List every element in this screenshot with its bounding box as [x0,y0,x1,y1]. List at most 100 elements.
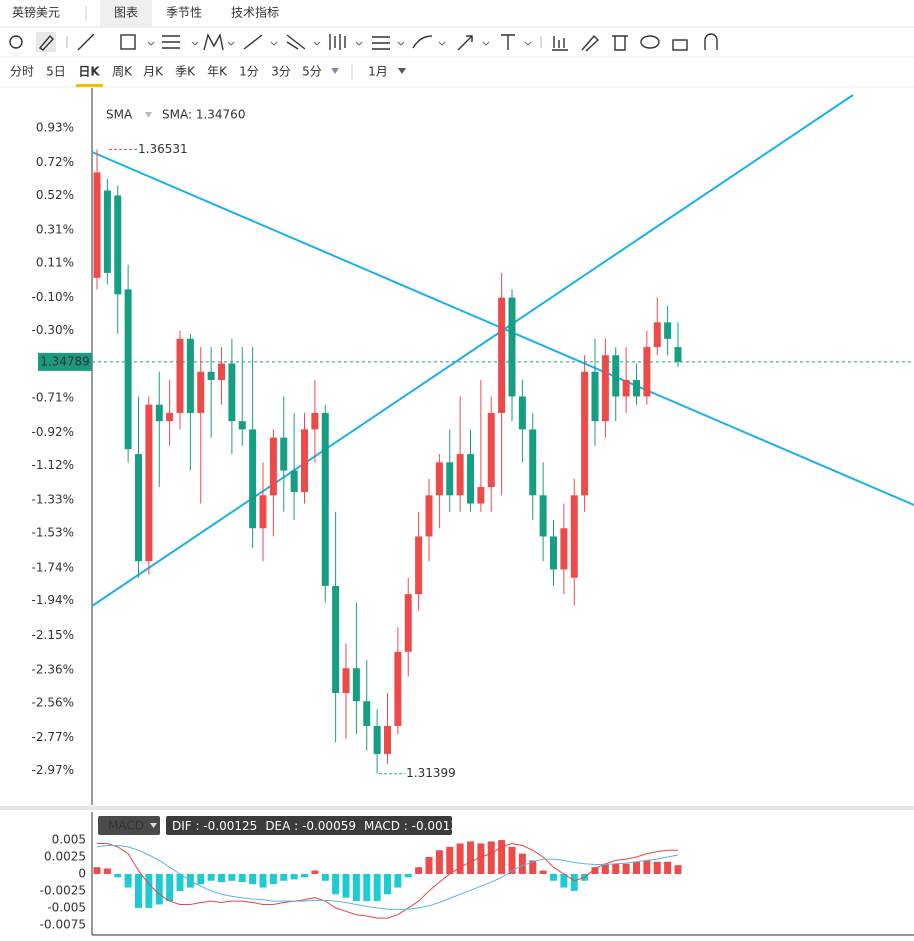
macd-bar [166,873,174,902]
active-underline [76,84,103,87]
icon[interactable] [9,35,23,49]
candle-body [93,172,101,278]
candle-body [166,412,174,422]
macd-bar [342,873,350,898]
icon[interactable] [77,33,95,51]
macd-bar [508,846,516,874]
timeframe[interactable]: 分时 [10,65,34,79]
macd-bar [269,873,277,885]
icon[interactable] [203,32,224,51]
macd-bar [103,868,111,874]
macd-bar [321,873,329,881]
macd-bar [622,863,630,874]
candle-body [539,495,547,537]
icon[interactable] [640,35,660,49]
macd-bar [394,873,402,888]
y-tick-label: -1.74% [32,560,74,574]
macd-bar [207,873,215,881]
candle-body [321,412,329,586]
macd-bar [456,843,464,874]
candle-body [477,487,485,504]
icon[interactable] [38,34,54,51]
candle-body [342,668,350,693]
active-tab-bg [100,0,152,27]
tab[interactable]: 图表 [114,6,138,20]
icon[interactable] [612,35,628,51]
timeframe[interactable]: 年K [207,65,228,79]
macd-bar [93,867,101,874]
range[interactable]: 1月 [368,65,388,79]
icon[interactable] [412,35,433,49]
icon[interactable] [120,34,136,50]
timeframe[interactable]: 季K [175,65,196,79]
dropdown-arrow [150,823,157,828]
y-tick-label: 0 [78,866,86,880]
candle-body [425,495,433,537]
price-label: 1.34789 [40,354,90,368]
icon[interactable] [457,35,473,51]
candle-body [373,725,381,754]
macd-bar [591,867,599,874]
macd-bar [280,873,288,881]
candle-body [550,536,557,570]
y-tick-label: -0.92% [32,425,74,439]
macd-bar [238,873,246,883]
dropdown-arrow [398,68,406,74]
candle-body [446,462,454,496]
icon[interactable] [672,39,688,51]
icon[interactable] [286,34,306,50]
macd-bar [228,873,236,881]
tab[interactable]: 技术指标 [231,5,279,20]
macd-bar [425,857,433,874]
candle-body [280,437,288,471]
high-label: 1.36531 [138,142,188,156]
macd-bar [539,870,547,874]
candle-body [228,363,236,422]
timeframe[interactable]: 周K [112,65,133,79]
macd-bar [352,873,360,902]
macd-bar [363,873,371,902]
macd-bar [384,873,391,895]
candle-body [301,429,308,493]
icon[interactable] [704,33,718,50]
candle-body [238,421,246,430]
trend-line[interactable] [91,94,854,607]
tab[interactable]: 季节性 [166,6,202,20]
icon[interactable] [162,35,180,49]
icon[interactable] [501,34,515,50]
macd-bar [446,846,454,874]
candle-body [570,495,578,578]
y-tick-label: 0.11% [36,256,74,270]
icon[interactable] [552,36,568,51]
macd-bar [259,873,267,888]
candle-body [103,190,111,273]
macd-bar [518,853,526,874]
icon[interactable] [329,34,346,50]
readout-item: DEA : -0.00059 [265,819,356,833]
macd-bar [373,873,381,902]
timeframe[interactable]: 月K [143,65,164,79]
candle-body [591,371,599,422]
candle-body [529,429,537,496]
macd-bar [301,873,308,878]
indicator-button[interactable] [98,816,160,835]
icon[interactable] [581,34,600,52]
macd-bar [404,873,412,878]
icon[interactable] [243,34,263,50]
icon[interactable] [372,36,390,50]
macd-bar [633,861,640,874]
timeframe[interactable]: 5日 [46,65,66,79]
candle-body [456,454,464,496]
timeframe[interactable]: 5分 [302,65,322,79]
timeframe[interactable]: 3分 [271,65,291,79]
indicator-value: SMA: 1.34760 [162,108,245,122]
y-tick-label: -2.36% [32,662,74,676]
dropdown-arrows [147,41,532,46]
timeframe[interactable]: 日K [78,65,100,79]
candle-body [518,396,526,430]
y-tick-label: -0.10% [32,290,74,304]
timeframe[interactable]: 1分 [239,65,259,79]
candle-body [404,594,412,652]
macd-bar [643,860,651,874]
candle-body [508,297,516,397]
